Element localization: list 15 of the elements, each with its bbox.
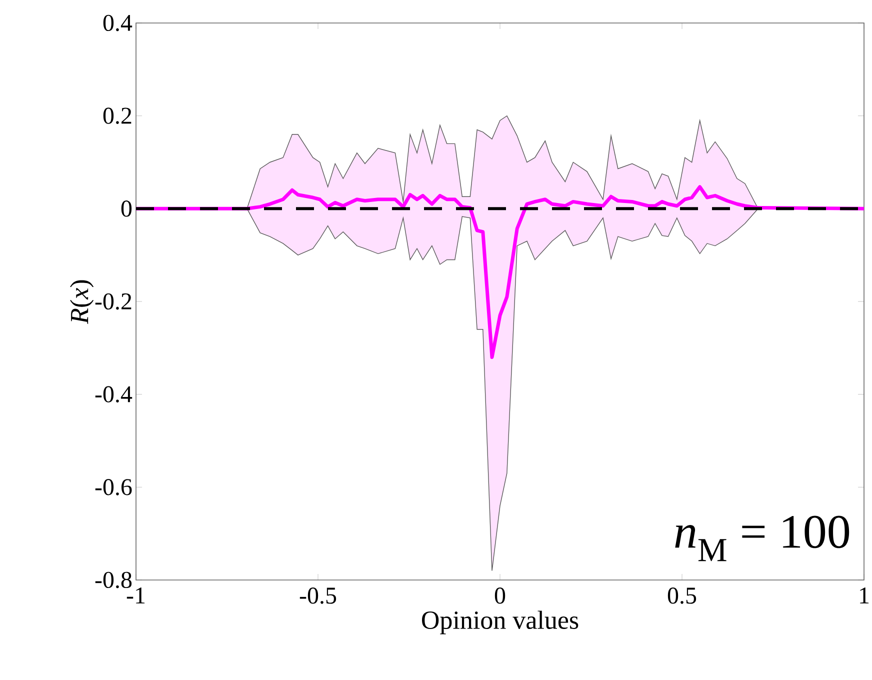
x-tick-label: 0 [494,588,506,604]
x-tick-label: 1 [860,588,869,604]
y-tick-label: 0 [121,200,132,217]
y-tick-label: 0.4 [103,14,132,32]
y-tick-label: -0.8 [95,572,132,588]
y-axis-title: R(x) [70,280,94,324]
y-tick-label: -0.4 [95,386,132,402]
x-tick-label: 0.5 [668,588,696,604]
x-tick-label: -1 [126,588,145,604]
annotation: n$_{M}$ = 100 [675,516,850,562]
y-tick-label: -0.2 [95,293,132,310]
y-tick-label: 0.2 [103,108,132,124]
x-tick-label: -0.5 [300,588,336,604]
y-tick-label: -0.6 [95,479,132,496]
x-axis-title: Opinion values [422,610,578,634]
